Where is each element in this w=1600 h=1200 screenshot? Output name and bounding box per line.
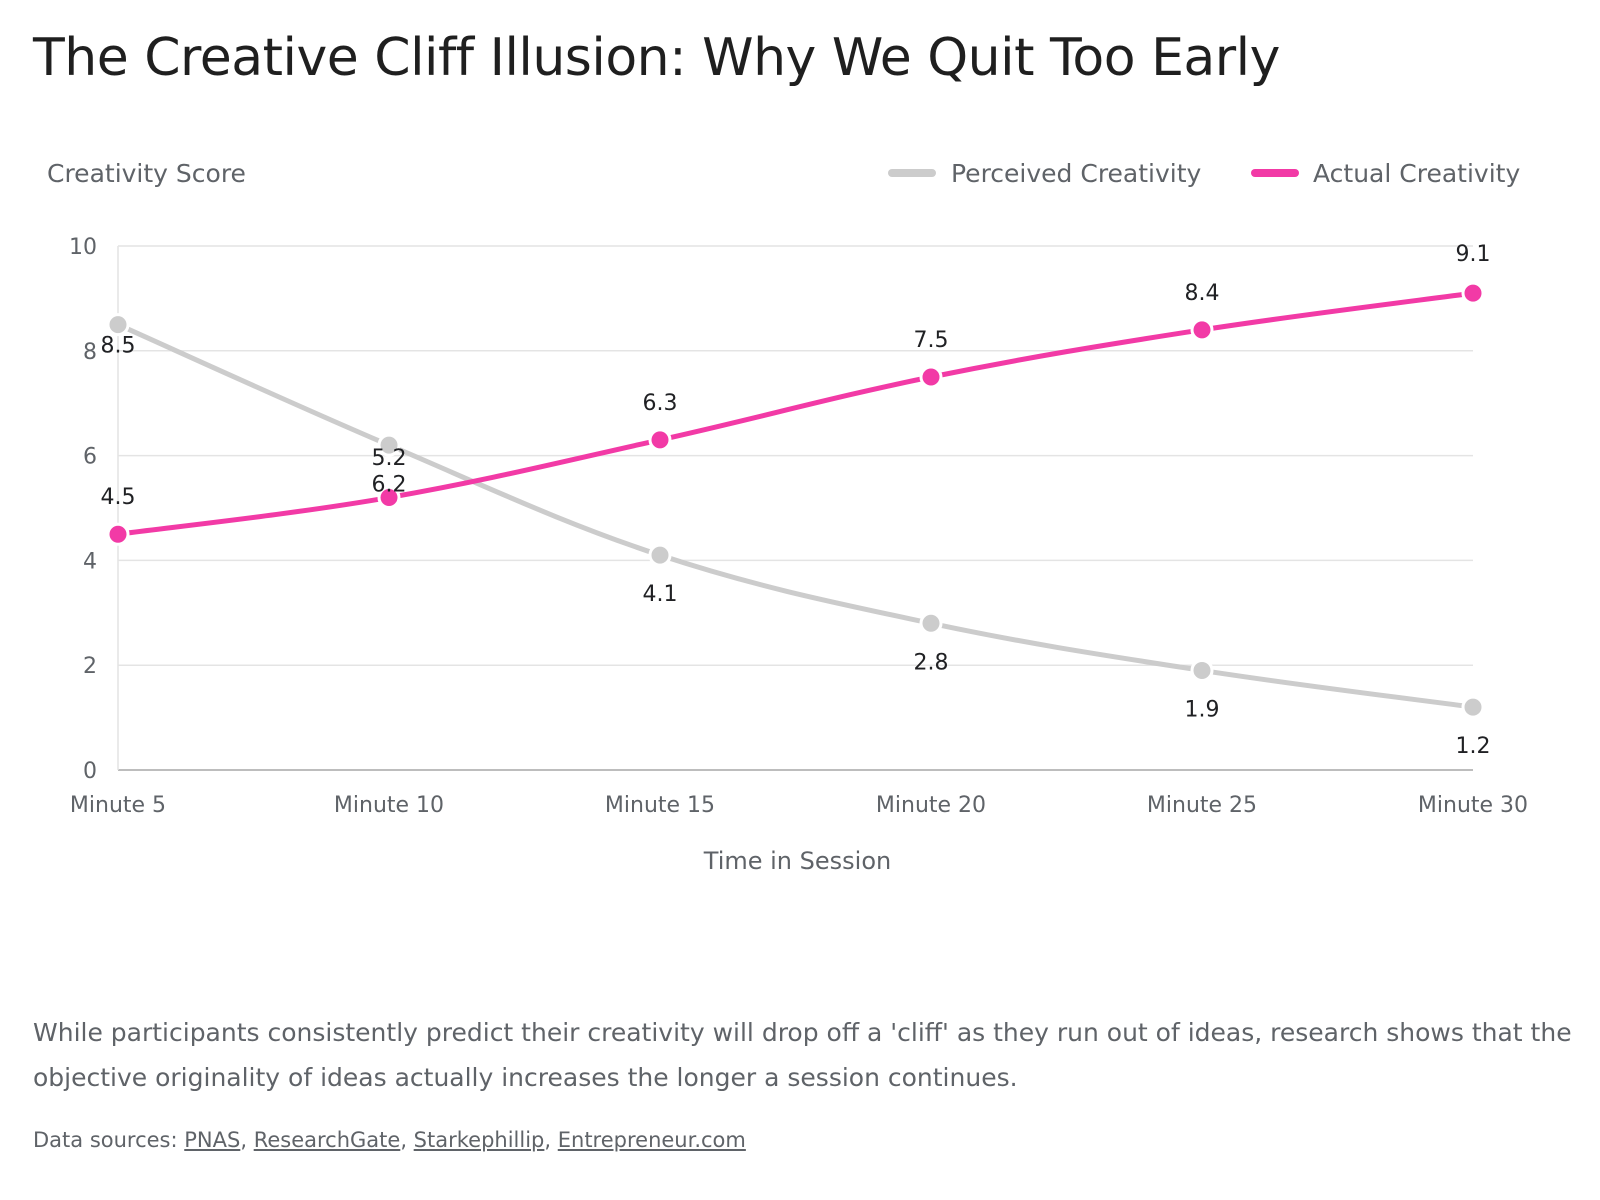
source-separator: , [240,1128,254,1152]
data-point-perceived-creativity [1190,658,1214,682]
x-tick-label: Minute 15 [605,793,715,818]
chart-caption: While participants consistently predict … [33,1018,1572,1092]
data-point-perceived-creativity [1461,695,1485,719]
legend-label-perceived-creativity: Perceived Creativity [951,159,1202,188]
x-tick-label: Minute 20 [876,793,986,818]
x-axis-title: Time in Session [703,847,891,875]
data-label-actual-creativity: 8.4 [1185,281,1220,306]
data-label-perceived-creativity: 8.5 [101,334,136,359]
x-tick-label: Minute 5 [70,793,166,818]
source-link-researchgate[interactable]: ResearchGate [253,1128,401,1152]
series-line-actual-creativity [115,290,1476,537]
source-link-pnas[interactable]: PNAS [184,1128,241,1152]
data-point-perceived-creativity [919,611,943,635]
x-tick-label: Minute 30 [1418,793,1528,818]
data-point-perceived-creativity [377,433,401,457]
data-point-actual-creativity [919,365,943,389]
data-point-actual-creativity [1461,281,1485,305]
data-label-perceived-creativity: 5.2 [372,446,407,471]
y-tick-label: 6 [83,445,97,470]
data-label-perceived-creativity: 2.8 [914,650,949,675]
data-point-perceived-creativity [648,543,672,567]
data-sources: Data sources: PNAS, ResearchGate, Starke… [33,1128,746,1152]
y-axis-title: Creativity Score [47,159,246,188]
data-point-perceived-creativity [106,313,130,337]
data-label-actual-creativity: 9.1 [1456,242,1491,267]
chart-svg: Creativity Score 0 2 4 6 8 10 Minute 5 Minute 10… [47,159,1528,875]
y-tick-label: 10 [69,235,97,260]
data-point-actual-creativity [1190,318,1214,342]
data-label-perceived-creativity: 1.2 [1456,734,1491,759]
y-tick-label: 2 [83,654,97,679]
series-line-perceived-creativity [115,322,1476,710]
data-label-actual-creativity: 6.2 [372,473,407,498]
source-separator: , [400,1128,414,1152]
legend-label-actual-creativity: Actual Creativity [1313,159,1520,188]
y-tick-label: 4 [83,549,97,574]
data-label-actual-creativity: 4.5 [101,485,136,510]
data-label-actual-creativity: 6.3 [643,391,678,416]
page-title: The Creative Cliff Illusion: Why We Quit… [33,28,1280,88]
data-point-actual-creativity [106,522,130,546]
source-separator: , [544,1128,558,1152]
data-label-perceived-creativity: 4.1 [643,582,678,607]
y-tick-label: 0 [83,759,97,784]
data-label-actual-creativity: 7.5 [914,328,949,353]
data-label-perceived-creativity: 1.9 [1185,697,1220,722]
line-chart: Creativity Score 0 2 4 6 8 10 Minute 5 Minute 10… [0,140,1600,900]
x-tick-label: Minute 10 [334,793,444,818]
source-link-entrepreneur[interactable]: Entrepreneur.com [557,1128,746,1152]
data-point-actual-creativity [648,428,672,452]
source-link-starkephillip[interactable]: Starkephillip [413,1128,545,1152]
data-sources-prefix: Data sources: [33,1128,185,1152]
data-point-actual-creativity [377,486,401,510]
y-tick-label: 8 [83,340,97,365]
x-tick-label: Minute 25 [1147,793,1257,818]
